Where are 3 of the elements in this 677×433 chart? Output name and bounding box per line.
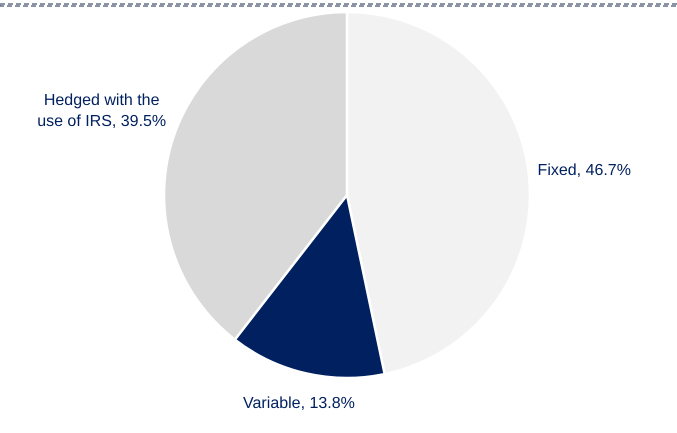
- slice-label: Fixed, 46.7%: [538, 160, 631, 181]
- slice-label: Variable, 13.8%: [243, 394, 355, 414]
- slice-label: Hedged with the use of IRS, 39.5%: [36, 91, 167, 132]
